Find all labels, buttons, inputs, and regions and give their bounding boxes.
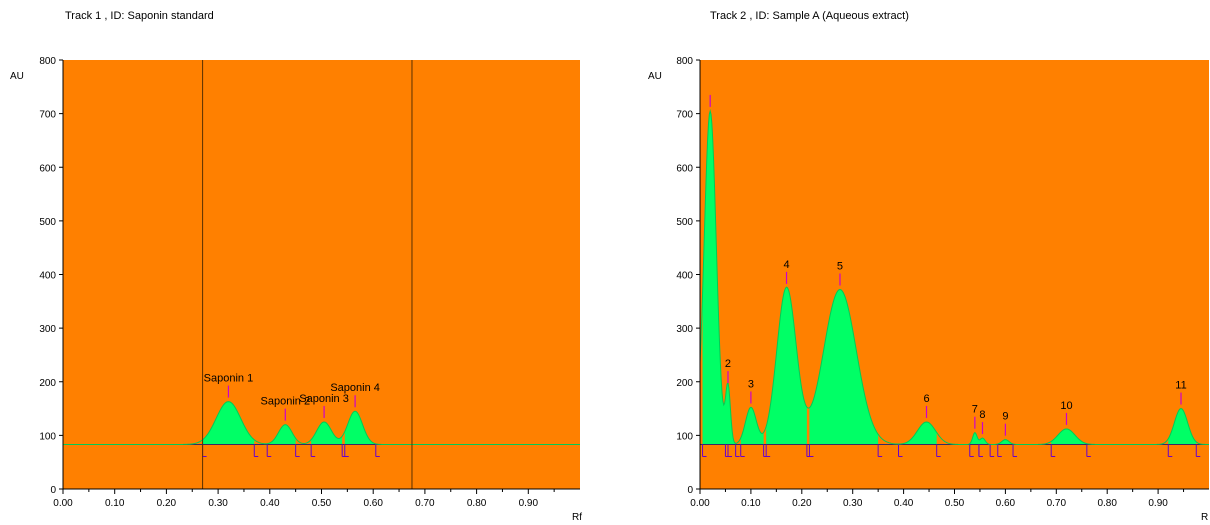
y-tick-label: 300 <box>39 324 56 335</box>
x-tick-label: 0.70 <box>415 498 435 509</box>
y-tick-label: 800 <box>39 56 56 67</box>
x-tick-label: 0.80 <box>467 498 487 509</box>
track-1-title: Track 1 , ID: Saponin standard <box>65 10 214 22</box>
peak-label: 6 <box>923 393 929 405</box>
peak-label: 11 <box>1175 380 1186 392</box>
x-tick-label: 0.60 <box>363 498 383 509</box>
x-tick-label: 0.00 <box>53 498 73 509</box>
peak-label: 10 <box>1060 400 1072 412</box>
x-tick-label: 0.30 <box>843 498 863 509</box>
peak-area <box>809 289 879 445</box>
plot-background <box>63 60 580 489</box>
peak-boundary-marker <box>978 444 983 457</box>
y-tick-label: 300 <box>676 324 693 335</box>
peak-boundary-marker <box>969 444 974 457</box>
peak-boundary-marker <box>295 444 300 457</box>
peak-boundary-marker <box>1050 444 1056 457</box>
x-tick-label: 0.50 <box>945 498 965 509</box>
y-tick-label: 100 <box>676 431 693 442</box>
peak-boundary-marker <box>808 444 814 457</box>
peak-label: Saponin 2 <box>261 396 311 408</box>
x-tick-label: 0.70 <box>1047 498 1067 509</box>
peak-boundary-marker <box>375 444 380 457</box>
peak-boundary-marker <box>765 444 771 457</box>
y-axis-label: AU <box>10 71 24 82</box>
y-tick-label: 400 <box>676 271 693 282</box>
x-tick-label: 0.40 <box>260 498 280 509</box>
peak-boundary-marker <box>1086 444 1091 457</box>
x-tick-label: 0.90 <box>1148 498 1168 509</box>
y-tick-label: 200 <box>676 378 693 389</box>
y-tick-label: 100 <box>39 431 56 442</box>
signal-trace <box>699 108 1210 445</box>
peak-label: Saponin 3 <box>299 393 349 405</box>
x-tick-label: 0.50 <box>312 498 332 509</box>
peak-boundary-marker <box>898 444 903 457</box>
x-axis-label: R <box>1201 512 1208 523</box>
x-tick-label: 0.20 <box>792 498 812 509</box>
y-tick-label: 200 <box>39 378 56 389</box>
peak-boundary-marker <box>724 444 730 457</box>
peak-label: Saponin 4 <box>330 382 380 394</box>
peak-boundary-marker <box>702 444 707 457</box>
peak-boundary-marker <box>740 444 745 457</box>
chart-panel-2: 2 3 4 5 6 7 8 9 10 11 0 100 200 300 400 500 600 700 800 0.0… <box>648 56 1210 523</box>
peak-label: 8 <box>979 409 985 421</box>
y-tick-label: 500 <box>676 217 693 228</box>
y-tick-label: 700 <box>676 110 693 121</box>
peak-label: 7 <box>972 404 978 416</box>
y-tick-label: 0 <box>50 485 56 496</box>
peak-area <box>766 287 807 445</box>
x-axis-label: Rf <box>572 512 582 523</box>
y-tick-label: 800 <box>676 56 693 67</box>
y-tick-label: 700 <box>39 110 56 121</box>
y-tick-label: 400 <box>39 271 56 282</box>
peak-boundary-marker <box>989 444 995 457</box>
signal-trace <box>63 401 580 445</box>
y-tick-label: 500 <box>39 217 56 228</box>
y-axis-label: AU <box>648 71 662 82</box>
peak-boundary-marker <box>936 444 941 457</box>
peak-area <box>740 407 764 445</box>
peak-area <box>702 110 728 445</box>
peak-boundary-marker <box>253 444 259 457</box>
y-tick-label: 600 <box>676 163 693 174</box>
y-tick-label: 600 <box>39 163 56 174</box>
x-tick-label: 0.10 <box>741 498 761 509</box>
peak-label: 4 <box>783 259 789 271</box>
x-tick-label: 0.40 <box>894 498 914 509</box>
peak-area <box>997 439 1014 445</box>
peak-boundary-marker <box>735 444 740 457</box>
peak-boundary-marker <box>344 444 349 457</box>
track-2-title: Track 2 , ID: Sample A (Aqueous extract) <box>710 10 909 22</box>
x-tick-label: 0.30 <box>208 498 228 509</box>
peak-boundary-marker <box>1012 444 1018 457</box>
peak-label: 5 <box>837 261 843 273</box>
peak-boundary-marker <box>310 444 316 457</box>
peak-boundary-marker <box>997 444 1002 457</box>
peak-area <box>898 421 937 445</box>
peak-label: 3 <box>748 378 754 390</box>
peak-label: Saponin 1 <box>204 373 254 385</box>
x-tick-label: 0.80 <box>1097 498 1117 509</box>
peak-area <box>344 411 376 445</box>
peak-area <box>202 401 255 445</box>
peak-boundary-marker <box>877 444 883 457</box>
peak-boundary-marker <box>1195 444 1201 457</box>
x-tick-label: 0.90 <box>519 498 539 509</box>
x-tick-label: 0.20 <box>157 498 177 509</box>
x-tick-label: 0.00 <box>690 498 710 509</box>
y-tick-label: 0 <box>687 485 693 496</box>
peak-area <box>978 438 991 445</box>
peak-boundary-marker <box>266 444 272 457</box>
peak-label: 2 <box>725 358 731 370</box>
peak-boundary-marker <box>1167 444 1173 457</box>
peak-area <box>1168 408 1197 445</box>
x-tick-label: 0.10 <box>105 498 125 509</box>
x-tick-label: 0.60 <box>996 498 1016 509</box>
peak-label: 9 <box>1002 411 1008 423</box>
